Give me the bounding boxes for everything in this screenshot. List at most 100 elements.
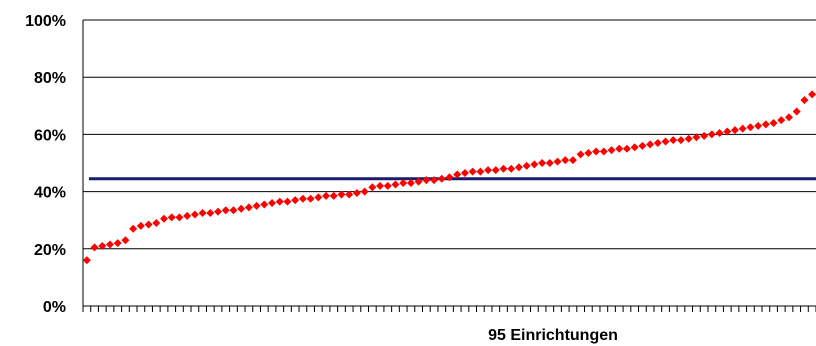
- data-point: [499, 164, 508, 173]
- data-point: [90, 243, 99, 252]
- data-point: [221, 206, 230, 215]
- data-point: [453, 170, 462, 179]
- data-point: [329, 191, 338, 200]
- data-point: [730, 126, 739, 135]
- data-point: [314, 193, 323, 202]
- data-point: [306, 194, 315, 203]
- data-point: [746, 123, 755, 132]
- data-point: [198, 209, 207, 218]
- data-point: [661, 137, 670, 146]
- data-point: [707, 130, 716, 139]
- data-point: [422, 176, 431, 185]
- y-axis-tick-labels: 0% 20% 40% 60% 80% 100%: [25, 13, 66, 316]
- data-point: [98, 241, 107, 250]
- data-point: [190, 210, 199, 219]
- data-point: [113, 239, 122, 248]
- data-point: [484, 166, 493, 175]
- data-point: [268, 199, 277, 208]
- data-point: [430, 176, 439, 185]
- data-point: [676, 136, 685, 145]
- data-point: [275, 197, 284, 206]
- data-point: [545, 159, 554, 167]
- data-point: [599, 147, 608, 156]
- data-point: [237, 204, 246, 213]
- data-point: [283, 197, 292, 206]
- data-point: [530, 160, 539, 169]
- data-point: [391, 180, 400, 189]
- data-point: [82, 256, 91, 265]
- data-point: [136, 221, 145, 230]
- y-tick-label: 80%: [34, 70, 66, 87]
- data-point: [522, 161, 531, 170]
- data-point: [646, 140, 655, 149]
- data-point: [406, 179, 415, 188]
- data-point: [653, 138, 662, 147]
- data-point: [723, 127, 732, 136]
- data-point: [476, 167, 485, 176]
- data-point: [368, 183, 377, 192]
- data-point: [152, 219, 161, 228]
- data-point: [460, 169, 469, 178]
- data-point: [175, 213, 184, 222]
- data-point: [561, 156, 570, 165]
- data-point: [576, 150, 585, 159]
- data-point: [514, 163, 523, 172]
- data-point: [754, 121, 763, 130]
- y-tick-label: 60%: [34, 127, 66, 144]
- data-point: [322, 191, 331, 200]
- data-point: [437, 174, 446, 183]
- data-point: [692, 133, 701, 142]
- gridlines: [83, 19, 816, 250]
- data-point: [568, 156, 577, 165]
- data-point: [769, 118, 778, 127]
- data-point: [761, 120, 770, 129]
- data-point: [800, 96, 809, 105]
- data-point: [630, 143, 639, 152]
- data-point: [129, 224, 138, 233]
- data-point: [715, 128, 724, 137]
- data-point: [622, 144, 631, 153]
- data-point: [121, 236, 130, 245]
- data-point: [607, 146, 616, 155]
- data-point: [784, 113, 793, 122]
- data-point: [592, 147, 601, 156]
- data-point: [507, 164, 516, 173]
- data-point: [491, 166, 500, 175]
- data-point: [214, 207, 223, 216]
- data-points: [82, 90, 816, 265]
- data-point: [414, 177, 423, 186]
- data-point: [669, 136, 678, 145]
- x-axis-ticks: [82, 306, 816, 312]
- data-point: [167, 213, 176, 222]
- data-point: [399, 179, 408, 188]
- y-tick-label: 40%: [34, 185, 66, 202]
- data-point: [160, 214, 169, 223]
- data-point: [183, 211, 192, 220]
- data-point: [360, 187, 369, 196]
- y-tick-label: 0%: [43, 299, 66, 316]
- data-point: [615, 144, 624, 153]
- x-axis-title: 95 Einrichtungen: [488, 327, 618, 344]
- data-point: [684, 134, 693, 143]
- data-point: [376, 181, 385, 190]
- data-point: [229, 206, 238, 215]
- data-point: [777, 116, 786, 125]
- data-point: [553, 157, 562, 166]
- data-point: [700, 131, 709, 140]
- data-point: [738, 124, 747, 133]
- data-point: [808, 90, 816, 99]
- data-point: [345, 190, 354, 199]
- data-point: [252, 201, 261, 210]
- data-point: [468, 167, 477, 176]
- data-point: [144, 220, 153, 229]
- data-point: [298, 194, 307, 203]
- data-point: [291, 196, 300, 205]
- data-point: [337, 190, 346, 199]
- data-point: [352, 189, 361, 198]
- y-tick-label: 100%: [25, 13, 66, 30]
- data-point: [638, 141, 647, 150]
- data-point: [792, 107, 801, 116]
- data-point: [445, 173, 454, 182]
- data-point: [538, 159, 547, 167]
